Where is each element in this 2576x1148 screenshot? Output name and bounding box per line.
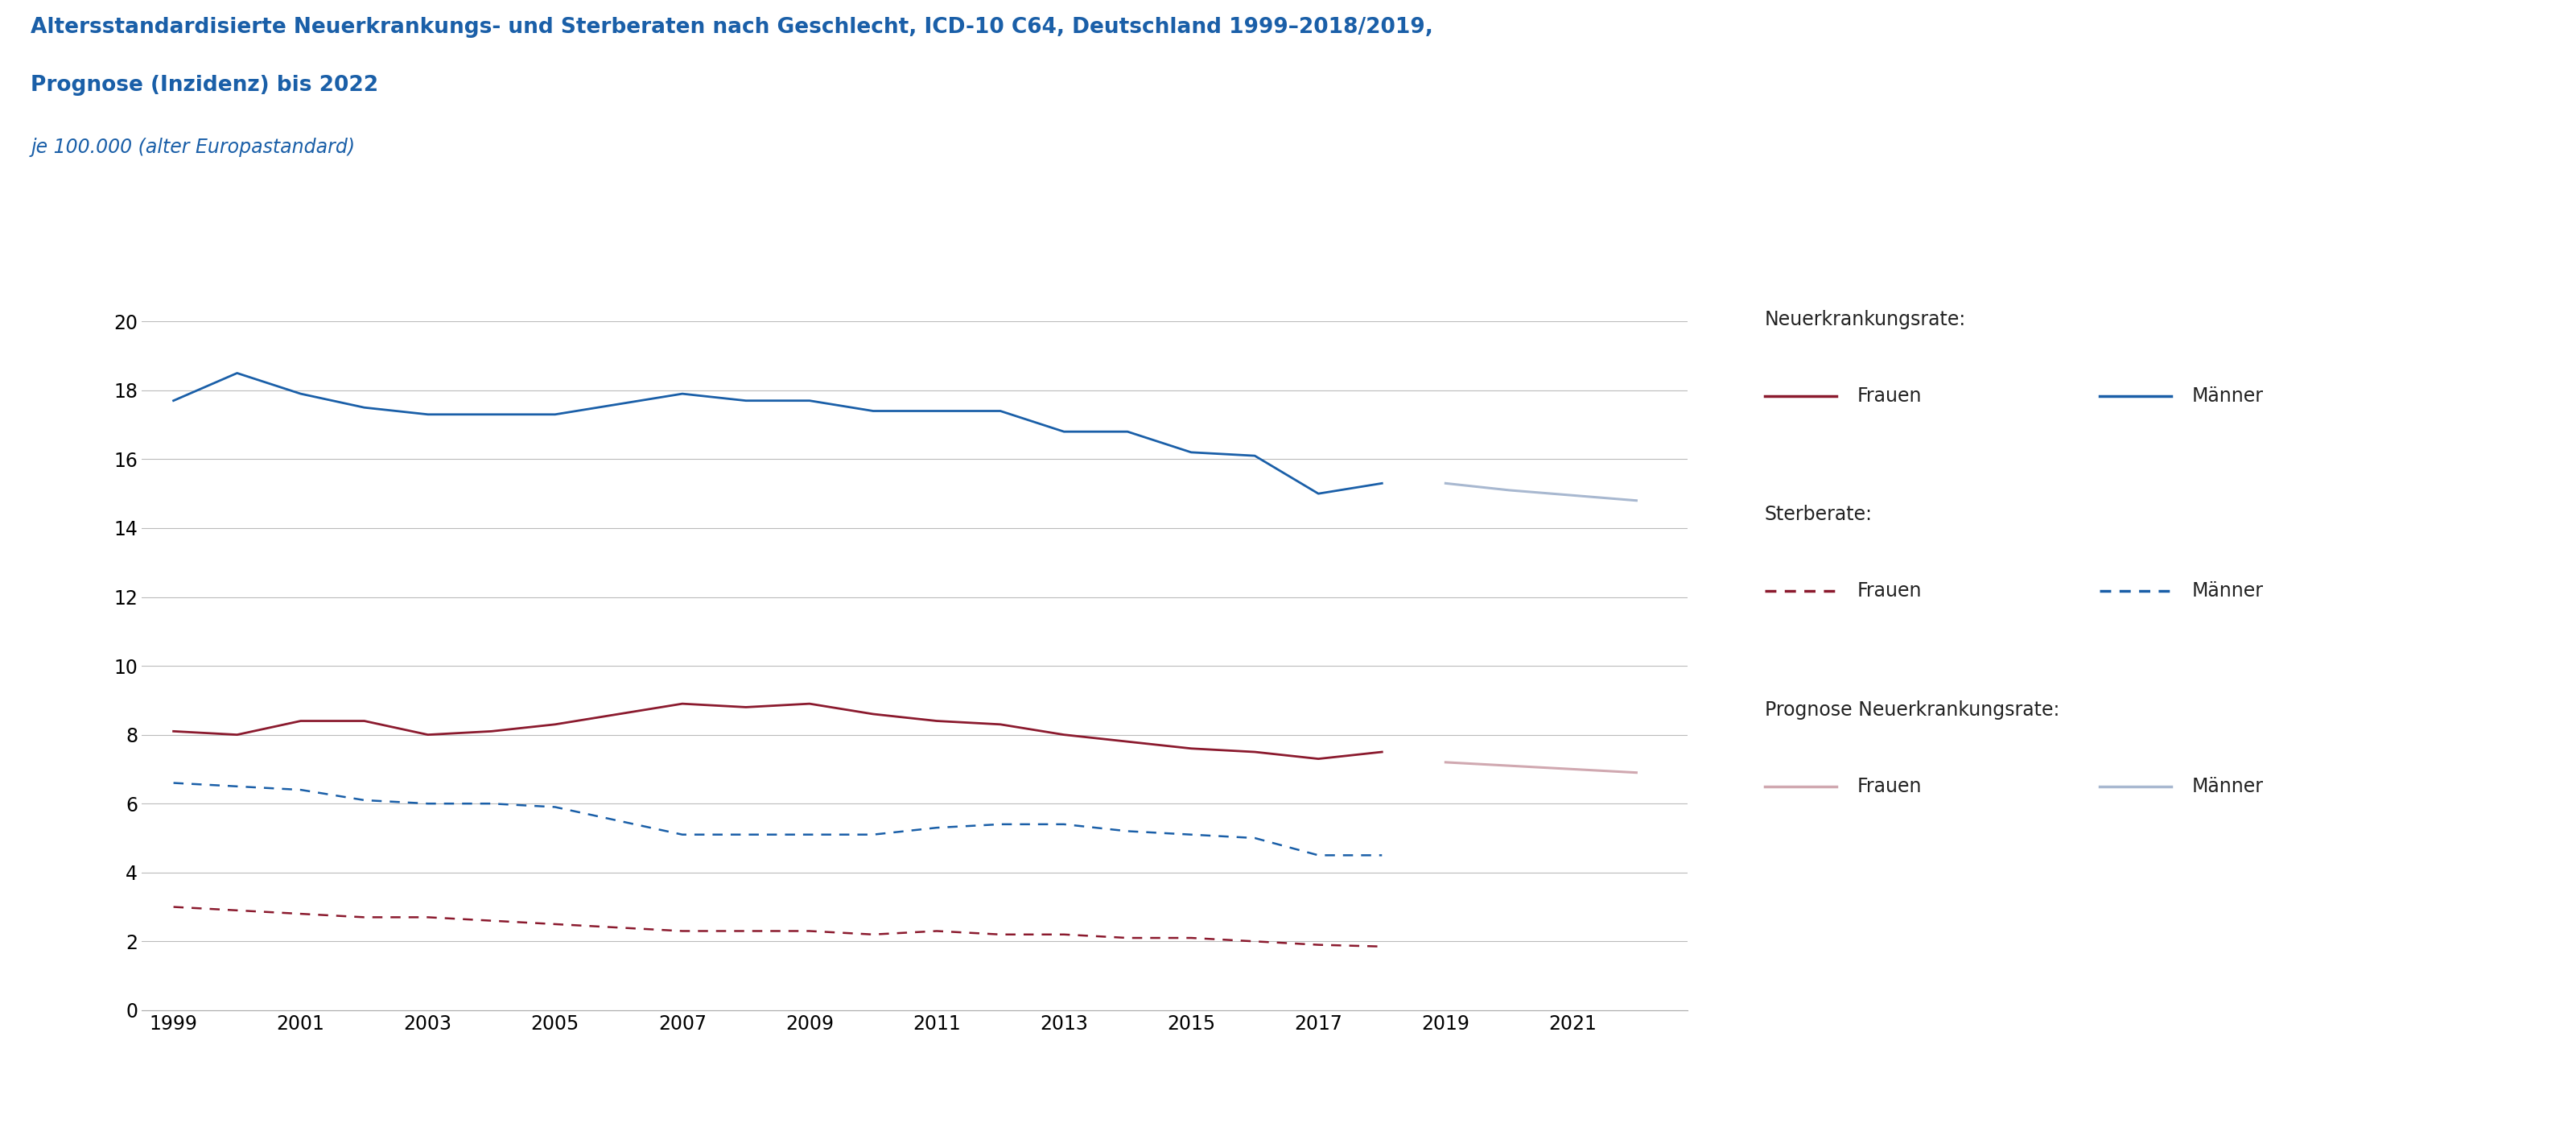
Text: Neuerkrankungsrate:: Neuerkrankungsrate:	[1765, 310, 1965, 329]
Text: Prognose (Inzidenz) bis 2022: Prognose (Inzidenz) bis 2022	[31, 75, 379, 95]
Text: Frauen: Frauen	[1857, 777, 1922, 796]
Text: Männer: Männer	[2192, 387, 2264, 405]
Text: Altersstandardisierte Neuerkrankungs- und Sterberaten nach Geschlecht, ICD-10 C6: Altersstandardisierte Neuerkrankungs- un…	[31, 17, 1432, 38]
Text: je 100.000 (alter Europastandard): je 100.000 (alter Europastandard)	[31, 138, 355, 157]
Text: Prognose Neuerkrankungsrate:: Prognose Neuerkrankungsrate:	[1765, 700, 2058, 720]
Text: Frauen: Frauen	[1857, 582, 1922, 600]
Text: Sterberate:: Sterberate:	[1765, 505, 1873, 525]
Text: Männer: Männer	[2192, 777, 2264, 796]
Text: Männer: Männer	[2192, 582, 2264, 600]
Text: Frauen: Frauen	[1857, 387, 1922, 405]
